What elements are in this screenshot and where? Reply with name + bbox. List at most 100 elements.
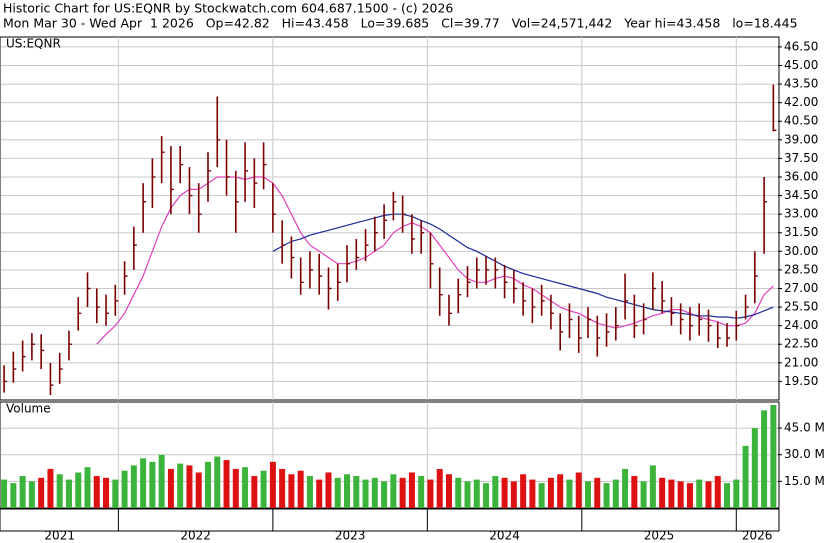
volume-bar	[427, 479, 434, 508]
volume-bar	[640, 481, 647, 508]
y-tick-label: 39.00	[784, 132, 818, 146]
volume-bar	[177, 463, 184, 508]
volume-bar	[724, 483, 731, 508]
volume-bar	[492, 476, 499, 508]
volume-bar	[251, 476, 258, 508]
x-tick-label: 2025	[644, 529, 675, 543]
volume-bar	[584, 481, 591, 508]
volume-bar	[140, 458, 147, 508]
y-tick-label: 46.50	[784, 39, 818, 53]
volume-bar	[714, 476, 721, 508]
volume-bar	[38, 477, 45, 508]
y-tick-label: 15.0 M	[784, 474, 825, 488]
y-tick-label: 45.0 M	[784, 421, 825, 435]
volume-bar	[510, 481, 517, 508]
volume-bar	[167, 468, 174, 508]
volume-bar	[316, 479, 323, 508]
volume-bar	[705, 481, 712, 508]
volume-bar	[84, 467, 91, 508]
y-tick-label: 28.50	[784, 262, 818, 276]
volume-bar	[334, 477, 341, 508]
moving-average-line	[96, 176, 774, 345]
volume-bar	[288, 474, 295, 508]
volume-bar	[260, 470, 267, 508]
x-tick-label: 2022	[180, 529, 211, 543]
y-tick-label: 45.00	[784, 58, 818, 72]
volume-bar	[622, 468, 629, 508]
volume-bar	[575, 472, 582, 508]
volume-bar	[603, 483, 610, 508]
volume-bar	[112, 479, 119, 508]
panel-label: Volume	[6, 402, 51, 416]
volume-bar	[696, 479, 703, 508]
volume-bar	[279, 468, 286, 508]
volume-bar	[677, 481, 684, 508]
volume-bar	[538, 483, 545, 508]
y-tick-label: 30.0 M	[784, 447, 825, 461]
volume-bar	[761, 410, 768, 508]
volume-bar	[204, 461, 211, 508]
chart-title: Historic Chart for US:EQNR by Stockwatch…	[3, 1, 453, 16]
volume-bar	[130, 465, 137, 508]
y-tick-label: 43.50	[784, 77, 818, 91]
volume-bar	[418, 476, 425, 508]
volume-bar	[121, 470, 128, 508]
volume-bar	[214, 456, 221, 508]
volume-bar	[186, 465, 193, 508]
volume-bar	[557, 474, 564, 508]
y-tick-label: 24.00	[784, 318, 818, 332]
volume-bar	[242, 467, 249, 508]
x-tick-label: 2021	[44, 529, 75, 543]
volume-bar	[631, 476, 638, 508]
volume-bar	[686, 483, 693, 508]
volume-bar	[751, 428, 758, 508]
y-tick-label: 31.50	[784, 225, 818, 239]
volume-bar	[770, 405, 777, 508]
volume-bar	[483, 483, 490, 508]
volume-bar	[742, 445, 749, 508]
volume-bar	[520, 474, 527, 508]
quote-info: Mon Mar 30 - Wed Apr 1 2026 Op=42.82 Hi=…	[3, 16, 798, 31]
volume-bar	[501, 477, 508, 508]
volume-bar	[733, 479, 740, 508]
y-tick-label: 25.50	[784, 300, 818, 314]
volume-bar	[529, 479, 536, 508]
volume-bar	[547, 477, 554, 508]
volume-bar	[297, 470, 304, 508]
volume-bar	[353, 476, 360, 508]
volume-bar	[269, 461, 276, 508]
volume-bar	[473, 479, 480, 508]
volume-bar	[65, 479, 72, 508]
y-tick-label: 21.00	[784, 355, 818, 369]
volume-bar	[325, 472, 332, 508]
volume-bar	[47, 468, 54, 508]
volume-bar	[668, 479, 675, 508]
volume-bar	[10, 483, 17, 508]
volume-bar	[158, 454, 165, 508]
volume-bar	[103, 477, 110, 508]
plot-area: 19.50 21.00 22.50 24.00 25.50 27.00 28.50 30.00…	[0, 36, 825, 543]
volume-bar	[390, 474, 397, 508]
volume-bar	[408, 472, 415, 508]
volume-bar	[306, 476, 313, 508]
volume-bar	[649, 465, 656, 508]
volume-bar	[195, 472, 202, 508]
volume-bar	[75, 472, 82, 508]
x-tick-label: 2024	[489, 529, 520, 543]
panel-frame	[0, 36, 780, 401]
volume-bar	[223, 460, 230, 508]
y-tick-label: 34.50	[784, 188, 818, 202]
volume-bar	[362, 479, 369, 508]
y-tick-label: 40.50	[784, 114, 818, 128]
volume-bar	[344, 474, 351, 508]
volume-bar	[594, 477, 601, 508]
volume-bar	[566, 479, 573, 508]
volume-bar	[381, 481, 388, 508]
x-tick-label: 2026	[742, 529, 773, 543]
volume-bar	[149, 461, 156, 508]
y-tick-label: 42.00	[784, 95, 818, 109]
volume-bar	[371, 477, 378, 508]
panel-label: US:EQNR	[6, 37, 61, 51]
